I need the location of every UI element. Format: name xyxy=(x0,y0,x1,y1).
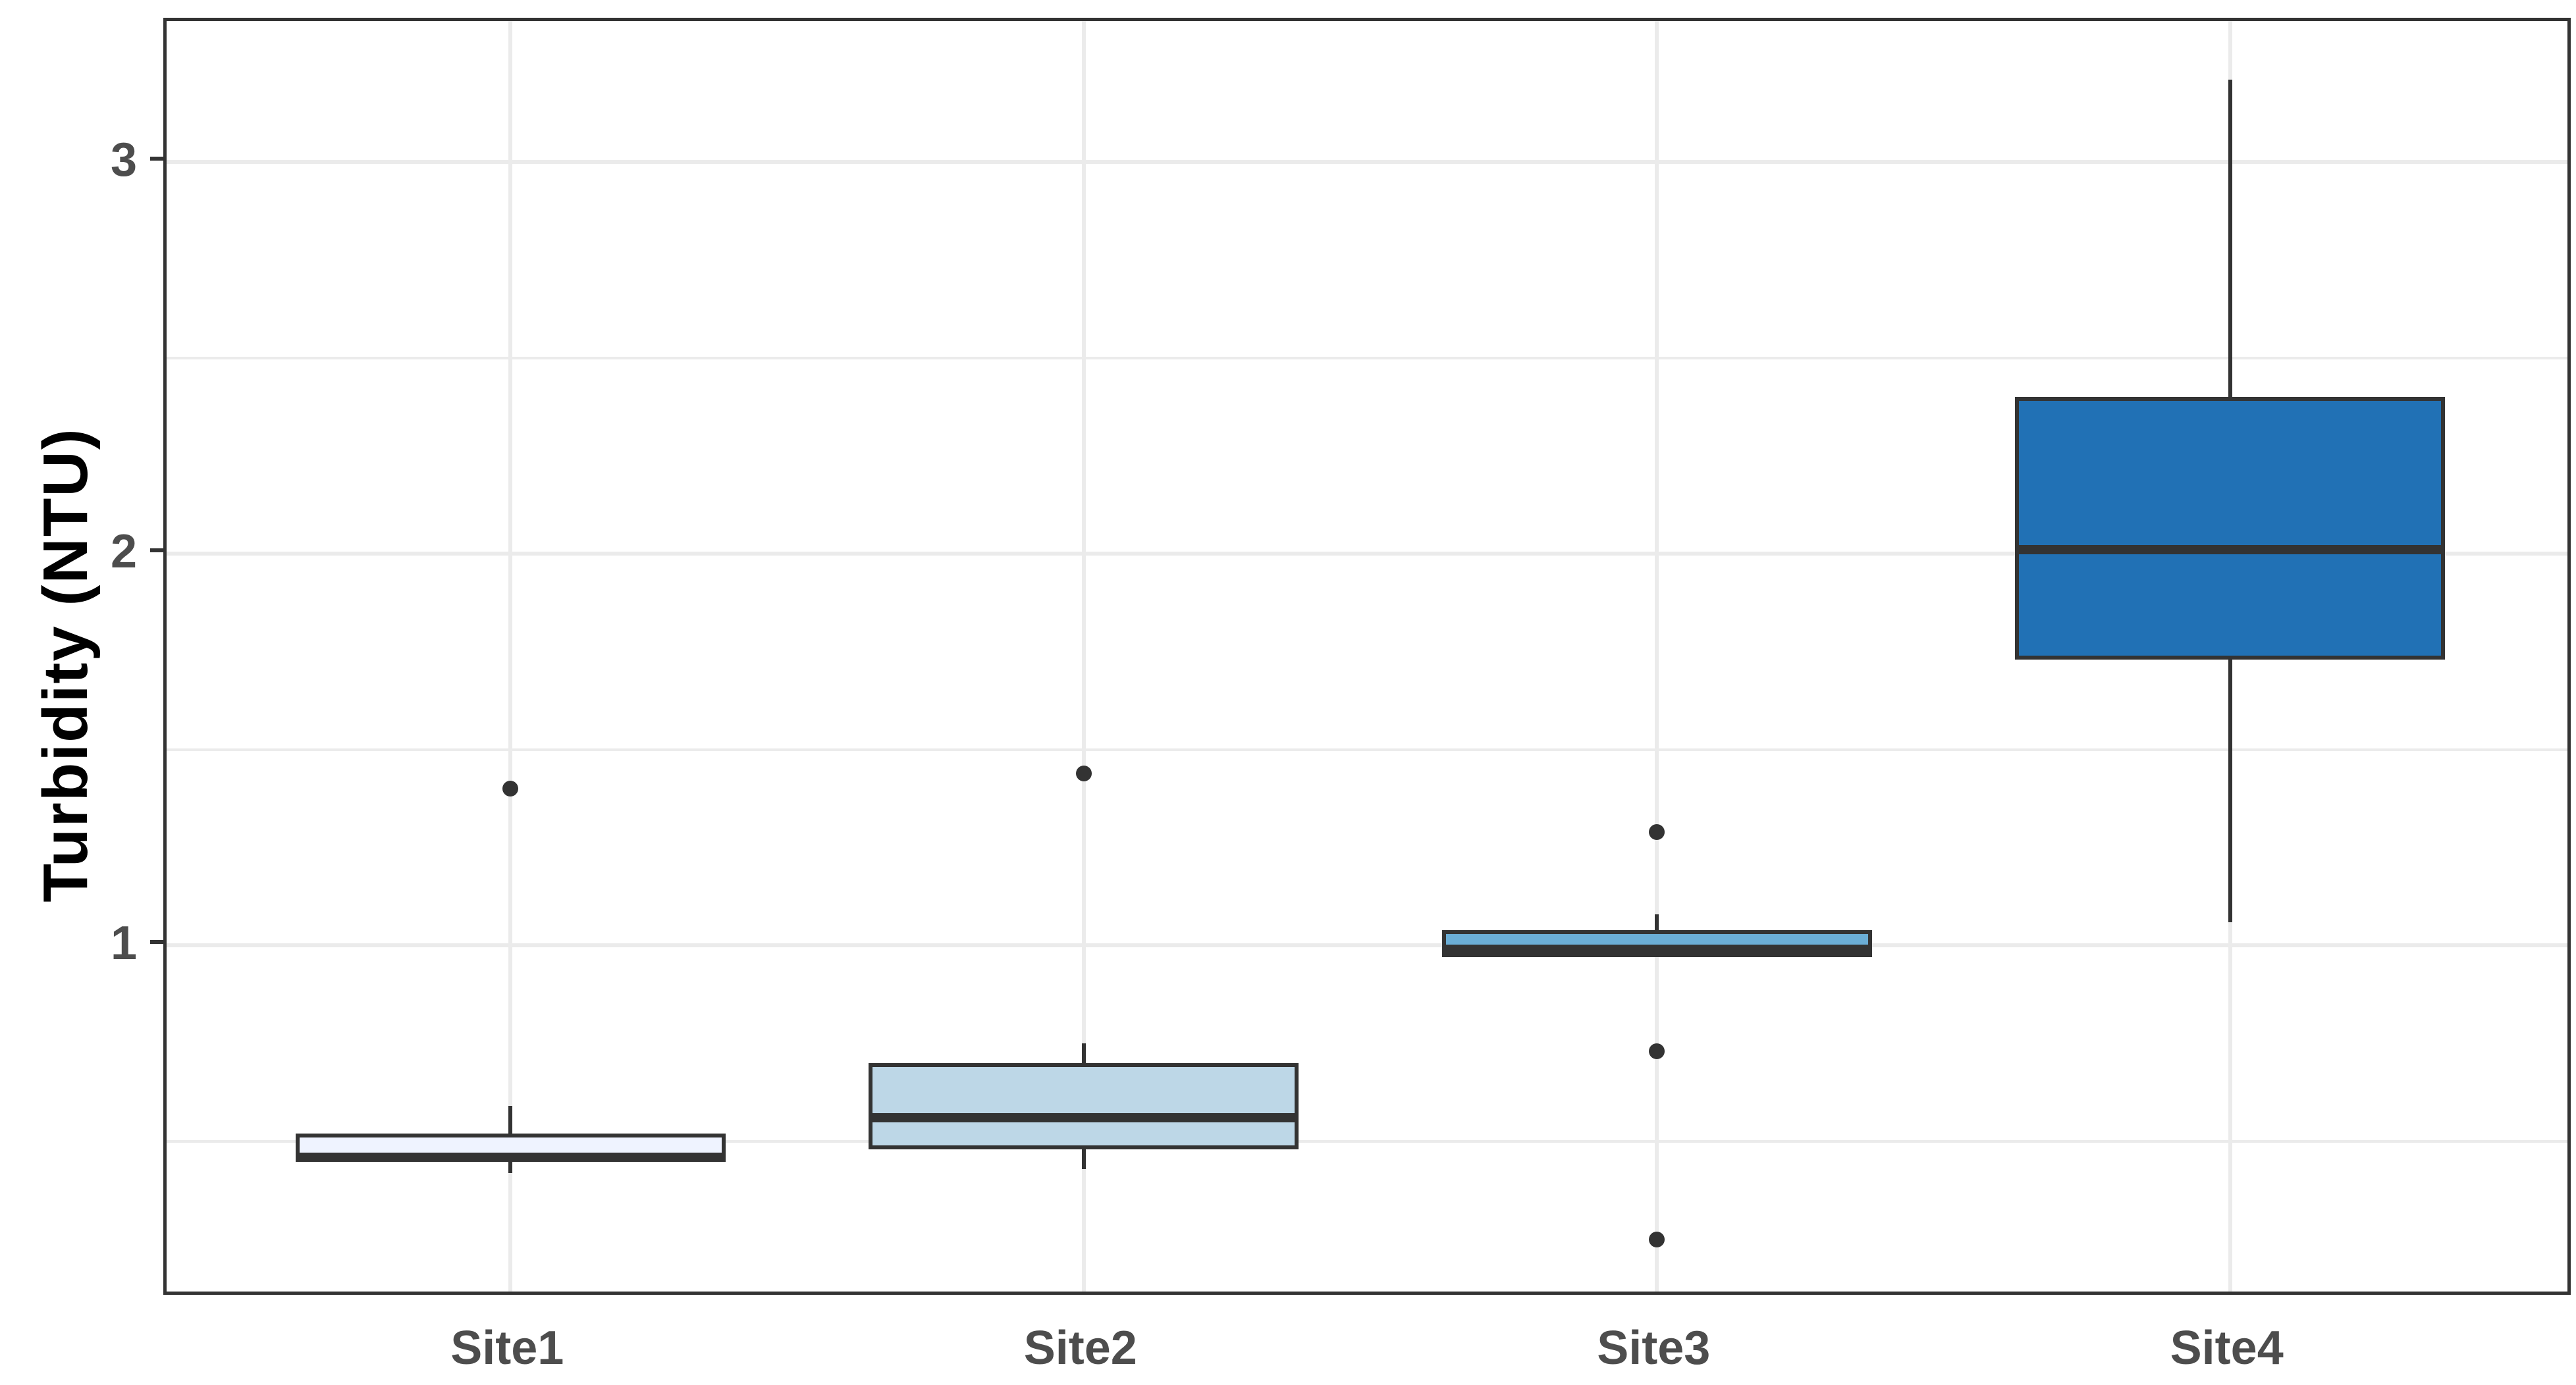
outlier-point xyxy=(1075,765,1092,781)
x-axis-label-site4: Site4 xyxy=(2170,1322,2284,1374)
median-line xyxy=(869,1113,1299,1123)
upper-whisker xyxy=(1081,1043,1086,1063)
major-gridline xyxy=(167,160,2567,165)
y-axis-title: Turbidity (NTU) xyxy=(30,427,101,902)
y-tick-label: 3 xyxy=(110,134,137,187)
upper-whisker xyxy=(2228,80,2232,398)
median-line xyxy=(295,1152,726,1162)
major-gridline xyxy=(167,552,2567,556)
y-tick-mark xyxy=(150,548,163,553)
category-gridline xyxy=(508,21,513,1292)
y-tick-mark xyxy=(150,157,163,161)
category-gridline xyxy=(1655,21,1659,1292)
median-line xyxy=(1441,945,1872,954)
category-gridline xyxy=(1081,21,1086,1292)
minor-gridline xyxy=(167,1139,2567,1143)
median-line xyxy=(2015,545,2446,555)
box-Site2 xyxy=(869,1062,1299,1149)
upper-whisker xyxy=(508,1106,513,1134)
y-tick-label: 1 xyxy=(110,917,137,970)
x-axis-label-site1: Site1 xyxy=(450,1322,564,1374)
lower-whisker xyxy=(508,1161,513,1173)
outlier-point xyxy=(502,781,519,797)
upper-whisker xyxy=(1655,914,1659,930)
y-tick-mark xyxy=(150,940,163,945)
minor-gridline xyxy=(167,356,2567,359)
lower-whisker xyxy=(1081,1149,1086,1169)
box-Site4 xyxy=(2015,397,2446,660)
minor-gridline xyxy=(167,748,2567,751)
x-axis-label-site3: Site3 xyxy=(1597,1322,1711,1374)
outlier-point xyxy=(1649,1231,1665,1247)
outlier-point xyxy=(1649,823,1665,840)
y-tick-label: 2 xyxy=(110,525,137,579)
plot-panel xyxy=(163,18,2571,1295)
lower-whisker xyxy=(2228,660,2232,922)
outlier-point xyxy=(1649,1043,1665,1060)
major-gridline xyxy=(167,943,2567,948)
x-axis-label-site2: Site2 xyxy=(1023,1322,1137,1374)
